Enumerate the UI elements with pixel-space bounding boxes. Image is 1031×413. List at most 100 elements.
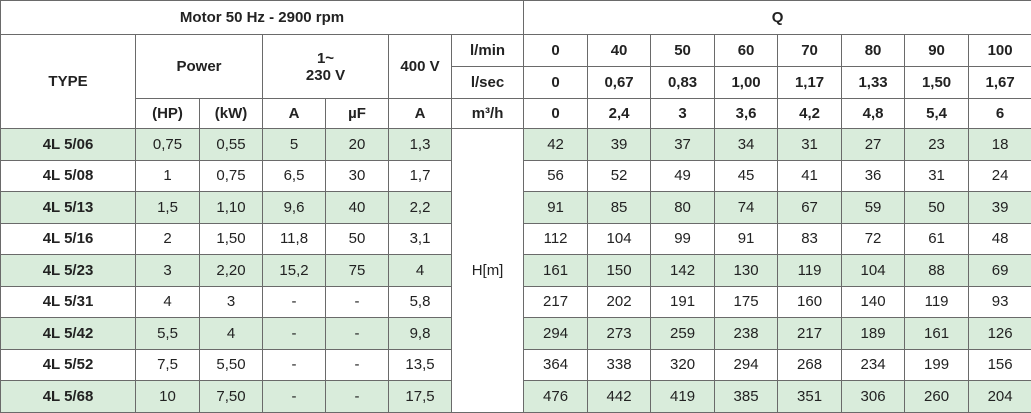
head-value: 88	[905, 255, 969, 287]
head-value: 161	[524, 255, 588, 287]
head-value: 217	[778, 318, 842, 350]
pump-type: 4L 5/08	[1, 160, 136, 192]
motor-value: 3	[136, 255, 200, 287]
head-value: 50	[905, 192, 969, 224]
head-value: 126	[969, 318, 1031, 350]
head-value: 59	[842, 192, 905, 224]
pump-type: 4L 5/42	[1, 318, 136, 350]
head-value: 91	[524, 192, 588, 224]
head-value: 74	[715, 192, 778, 224]
pump-type: 4L 5/68	[1, 381, 136, 413]
flow-value: 1,67	[969, 67, 1031, 99]
pump-type: 4L 5/31	[1, 286, 136, 318]
head-value: 91	[715, 223, 778, 255]
head-value: 191	[651, 286, 715, 318]
head-value: 45	[715, 160, 778, 192]
motor-value: 20	[326, 129, 389, 161]
motor-value: 0,55	[200, 129, 263, 161]
head-value: 419	[651, 381, 715, 413]
motor-value: 5,5	[136, 318, 200, 350]
head-value: 119	[905, 286, 969, 318]
motor-value: 4	[136, 286, 200, 318]
head-value: 48	[969, 223, 1031, 255]
motor-value: 2,2	[389, 192, 452, 224]
head-value: 36	[842, 160, 905, 192]
pump-type: 4L 5/13	[1, 192, 136, 224]
single-phase-header-line: 230 V	[263, 67, 388, 84]
head-value: 199	[905, 349, 969, 381]
head-value: 23	[905, 129, 969, 161]
flow-value: 60	[715, 35, 778, 67]
pump-type: 4L 5/23	[1, 255, 136, 287]
head-value: 112	[524, 223, 588, 255]
head-value: 130	[715, 255, 778, 287]
head-value: 259	[651, 318, 715, 350]
head-value: 238	[715, 318, 778, 350]
type-header: TYPE	[1, 35, 136, 129]
single-phase-header-line: 1~	[263, 50, 388, 67]
flow-value: 50	[651, 35, 715, 67]
unit-header: A	[389, 99, 452, 129]
unit-header: A	[263, 99, 326, 129]
head-value: 61	[905, 223, 969, 255]
motor-value: -	[326, 286, 389, 318]
head-value: 140	[842, 286, 905, 318]
motor-value: 10	[136, 381, 200, 413]
head-value: 320	[651, 349, 715, 381]
head-value: 104	[588, 223, 651, 255]
flow-value: 3	[651, 99, 715, 129]
motor-value: 40	[326, 192, 389, 224]
head-value: 27	[842, 129, 905, 161]
motor-value: -	[263, 318, 326, 350]
head-value: 69	[969, 255, 1031, 287]
motor-value: 50	[326, 223, 389, 255]
flow-value: 0,83	[651, 67, 715, 99]
motor-value: 5,8	[389, 286, 452, 318]
motor-value: 17,5	[389, 381, 452, 413]
head-value: 83	[778, 223, 842, 255]
motor-value: -	[326, 318, 389, 350]
motor-value: -	[326, 381, 389, 413]
motor-value: 1,7	[389, 160, 452, 192]
flow-value: 4,2	[778, 99, 842, 129]
head-value: 294	[715, 349, 778, 381]
head-value: 160	[778, 286, 842, 318]
head-value: 338	[588, 349, 651, 381]
head-value: 217	[524, 286, 588, 318]
motor-value: 5,50	[200, 349, 263, 381]
motor-value: -	[263, 381, 326, 413]
flow-value: 1,17	[778, 67, 842, 99]
motor-value: 2	[136, 223, 200, 255]
single-phase-header: 1~230 V	[263, 35, 389, 99]
motor-value: 15,2	[263, 255, 326, 287]
q-header: Q	[524, 1, 1031, 35]
head-value: 476	[524, 381, 588, 413]
motor-value: 3,1	[389, 223, 452, 255]
head-value: 18	[969, 129, 1031, 161]
motor-value: 13,5	[389, 349, 452, 381]
head-value: 142	[651, 255, 715, 287]
head-value: 41	[778, 160, 842, 192]
pump-type: 4L 5/16	[1, 223, 136, 255]
head-value: 104	[842, 255, 905, 287]
head-value: 39	[588, 129, 651, 161]
unit-header: (kW)	[200, 99, 263, 129]
head-value: 24	[969, 160, 1031, 192]
head-value: 99	[651, 223, 715, 255]
motor-value: 75	[326, 255, 389, 287]
flow-value: 80	[842, 35, 905, 67]
motor-value: 1,3	[389, 129, 452, 161]
motor-value: 4	[200, 318, 263, 350]
flow-value: 4,8	[842, 99, 905, 129]
motor-value: -	[326, 349, 389, 381]
flow-value: 90	[905, 35, 969, 67]
flow-value: 0	[524, 99, 588, 129]
head-value: 202	[588, 286, 651, 318]
head-value: 31	[905, 160, 969, 192]
flow-value: 0	[524, 67, 588, 99]
flow-value: 1,50	[905, 67, 969, 99]
